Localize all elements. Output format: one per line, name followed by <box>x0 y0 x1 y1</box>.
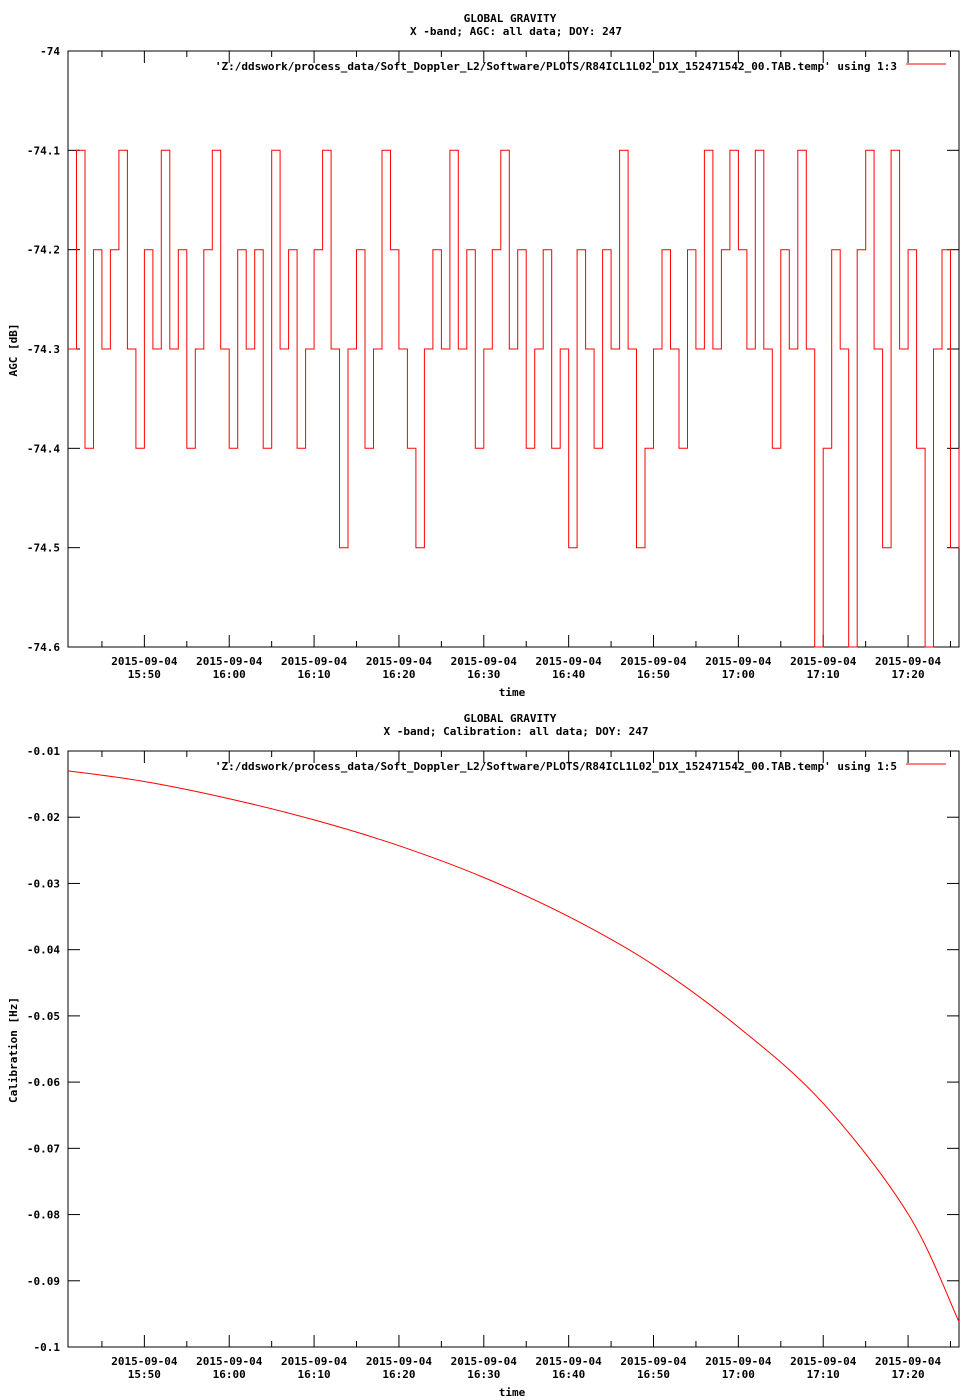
calibration-x-ticks: 2015-09-0415:502015-09-0416:002015-09-04… <box>101 751 952 1381</box>
agc-x-tick-time: 16:20 <box>382 668 415 681</box>
calibration-x-tick-time: 16:40 <box>552 1368 585 1381</box>
agc-chart-title: GLOBAL GRAVITY <box>464 12 557 25</box>
calibration-x-tick-time: 16:00 <box>213 1368 246 1381</box>
agc-x-tick-time: 16:00 <box>213 668 246 681</box>
calibration-plot-frame <box>67 750 960 1348</box>
calibration-x-tick-date: 2015-09-04 <box>620 1355 687 1368</box>
agc-y-tick-label: -74.3 <box>27 343 60 356</box>
calibration-y-tick-label: -0.09 <box>27 1275 60 1288</box>
agc-x-tick-time: 15:50 <box>128 668 161 681</box>
calibration-x-tick-date: 2015-09-04 <box>111 1355 178 1368</box>
agc-x-tick-date: 2015-09-04 <box>705 655 772 668</box>
calibration-y-ticks: -0.01 -0.02 -0.03 -0.04 -0.05 -0.06 -0.07 -0.08… <box>27 745 959 1354</box>
agc-x-tick-time: 17:20 <box>892 668 925 681</box>
agc-chart-subtitle: X -band; AGC: all data; DOY: 247 <box>410 25 622 38</box>
calibration-y-tick-label: -0.02 <box>27 811 60 824</box>
calibration-y-tick-label: -0.07 <box>27 1142 60 1155</box>
calibration-y-tick-label: -0.06 <box>27 1076 60 1089</box>
calibration-x-tick-time: 16:10 <box>298 1368 331 1381</box>
agc-y-tick-label: -74 <box>40 45 60 58</box>
calibration-y-tick-label: -0.01 <box>27 745 60 758</box>
calibration-x-tick-time: 17:10 <box>807 1368 840 1381</box>
calibration-y-tick-label: -0.1 <box>34 1341 61 1354</box>
agc-legend: 'Z:/ddswork/process_data/Soft_Doppler_L2… <box>215 60 946 73</box>
agc-x-tick-date: 2015-09-04 <box>281 655 348 668</box>
agc-x-tick-time: 17:00 <box>722 668 755 681</box>
calibration-y-tick-label: -0.08 <box>27 1209 60 1222</box>
agc-x-tick-time: 17:10 <box>807 668 840 681</box>
calibration-x-tick-time: 15:50 <box>128 1368 161 1381</box>
calibration-chart: GLOBAL GRAVITY X -band; Calibration: all… <box>7 712 960 1399</box>
calibration-x-tick-time: 16:50 <box>637 1368 670 1381</box>
calibration-y-tick-label: -0.03 <box>27 877 60 890</box>
calibration-x-tick-time: 17:20 <box>892 1368 925 1381</box>
agc-x-tick-date: 2015-09-04 <box>196 655 263 668</box>
calibration-legend: 'Z:/ddswork/process_data/Soft_Doppler_L2… <box>215 760 946 773</box>
calibration-x-tick-date: 2015-09-04 <box>366 1355 433 1368</box>
calibration-y-axis-label: Calibration [Hz] <box>7 997 20 1103</box>
calibration-chart-title: GLOBAL GRAVITY <box>464 712 557 725</box>
agc-x-tick-time: 16:10 <box>298 668 331 681</box>
agc-y-axis-label: AGC [dB] <box>7 324 20 377</box>
calibration-series-line <box>67 770 960 1323</box>
calibration-x-axis-label: time <box>499 1386 526 1399</box>
calibration-x-tick-date: 2015-09-04 <box>536 1355 603 1368</box>
agc-x-tick-time: 16:30 <box>467 668 500 681</box>
agc-x-tick-time: 16:50 <box>637 668 670 681</box>
agc-x-tick-time: 16:40 <box>552 668 585 681</box>
agc-x-tick-date: 2015-09-04 <box>366 655 433 668</box>
agc-y-ticks: -74 -74.1 -74.2 -74.3 -74.4 -74.5 -74.6 <box>27 45 959 654</box>
calibration-y-tick-label: -0.05 <box>27 1010 60 1023</box>
calibration-x-tick-time: 16:30 <box>467 1368 500 1381</box>
agc-y-tick-label: -74.5 <box>27 542 60 555</box>
calibration-x-tick-date: 2015-09-04 <box>196 1355 263 1368</box>
agc-y-tick-label: -74.1 <box>27 144 60 157</box>
calibration-x-tick-date: 2015-09-04 <box>451 1355 518 1368</box>
agc-x-tick-date: 2015-09-04 <box>536 655 603 668</box>
agc-x-axis-label: time <box>499 686 526 699</box>
agc-x-ticks: 2015-09-0415:502015-09-0416:002015-09-04… <box>101 51 952 681</box>
agc-x-tick-date: 2015-09-04 <box>111 655 178 668</box>
agc-series-line <box>68 149 960 648</box>
calibration-x-tick-time: 16:20 <box>382 1368 415 1381</box>
agc-y-tick-label: -74.4 <box>27 442 60 455</box>
calibration-chart-subtitle: X -band; Calibration: all data; DOY: 247 <box>384 725 649 738</box>
calibration-x-tick-date: 2015-09-04 <box>790 1355 857 1368</box>
agc-x-tick-date: 2015-09-04 <box>620 655 687 668</box>
agc-y-tick-label: -74.6 <box>27 641 60 654</box>
calibration-x-tick-date: 2015-09-04 <box>281 1355 348 1368</box>
calibration-legend-label: 'Z:/ddswork/process_data/Soft_Doppler_L2… <box>215 760 897 773</box>
calibration-y-tick-label: -0.04 <box>27 944 60 957</box>
agc-legend-label: 'Z:/ddswork/process_data/Soft_Doppler_L2… <box>215 60 897 73</box>
calibration-x-tick-time: 17:00 <box>722 1368 755 1381</box>
agc-x-tick-date: 2015-09-04 <box>790 655 857 668</box>
agc-y-tick-label: -74.2 <box>27 244 60 257</box>
calibration-x-tick-date: 2015-09-04 <box>875 1355 942 1368</box>
agc-x-tick-date: 2015-09-04 <box>875 655 942 668</box>
agc-chart: GLOBAL GRAVITY X -band; AGC: all data; D… <box>7 12 960 699</box>
agc-x-tick-date: 2015-09-04 <box>451 655 518 668</box>
calibration-x-tick-date: 2015-09-04 <box>705 1355 772 1368</box>
